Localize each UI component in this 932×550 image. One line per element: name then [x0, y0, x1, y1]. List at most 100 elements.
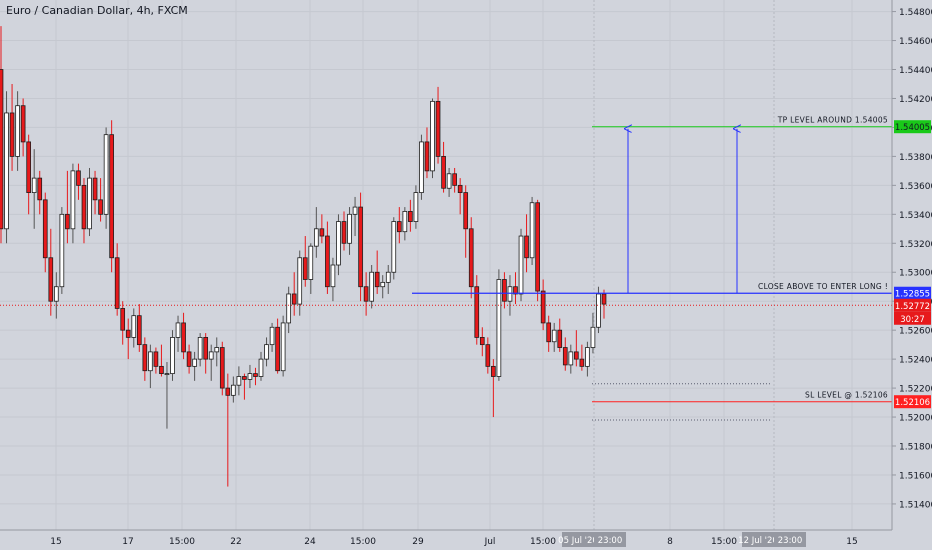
candle: [175, 315, 181, 352]
candle-body: [363, 286, 369, 302]
candle: [424, 127, 430, 179]
candle-body: [529, 202, 535, 259]
x-tick-label: 17: [122, 537, 133, 547]
price-tag-label: 1.52855: [895, 290, 930, 300]
candle-body: [280, 322, 286, 372]
candle: [15, 91, 20, 171]
candle: [225, 373, 231, 487]
candle-body: [297, 257, 303, 305]
candle-body: [352, 206, 358, 215]
candle: [596, 286, 601, 334]
candle-body: [208, 351, 214, 360]
candle-body: [153, 351, 159, 367]
y-tick-label: 1.54200: [899, 95, 932, 105]
candle-body: [291, 293, 297, 305]
candle-body: [513, 286, 518, 295]
candle: [114, 243, 120, 316]
candle: [529, 196, 535, 265]
x-tick-label: 15:00: [530, 537, 556, 547]
candle: [192, 351, 197, 381]
candle: [430, 98, 435, 179]
candle-body: [42, 199, 48, 259]
candle-body: [4, 112, 9, 230]
entry-annotation: CLOSE ABOVE TO ENTER LONG !: [758, 282, 888, 291]
candle-body: [468, 228, 474, 288]
candle-body: [164, 373, 170, 376]
candle: [164, 362, 170, 429]
y-tick-label: 1.52000: [899, 414, 932, 424]
y-tick-label: 1.54400: [899, 66, 932, 76]
candle-body: [535, 202, 540, 292]
y-tick-label: 1.53600: [899, 182, 932, 192]
candle-body: [551, 329, 557, 343]
candle-body: [247, 373, 253, 380]
candle-body: [114, 257, 120, 309]
candle-body: [435, 100, 441, 157]
candle: [568, 344, 574, 374]
candle: [236, 366, 242, 396]
candle-body: [159, 365, 164, 375]
candle: [59, 207, 65, 294]
candle-body: [579, 358, 585, 367]
candle: [336, 214, 341, 276]
price-tag-box: [894, 395, 931, 409]
chart-title: Euro / Canadian Dollar, 4h, FXCM: [6, 4, 188, 17]
candle-body: [103, 134, 109, 215]
candle: [419, 134, 424, 200]
candle: [341, 211, 347, 251]
candle-body: [402, 211, 408, 233]
candle: [242, 373, 247, 400]
candle-body: [264, 344, 269, 360]
candle-body: [507, 286, 513, 302]
candle: [468, 217, 474, 299]
y-tick-label: 1.52600: [899, 327, 932, 337]
candle-body: [26, 141, 31, 193]
candle-body: [225, 387, 231, 396]
candle: [496, 269, 502, 381]
candle: [103, 127, 109, 229]
candle: [579, 344, 585, 371]
candle: [452, 167, 457, 193]
candle: [26, 134, 31, 215]
price-tag-label: 1.52772: [895, 302, 930, 312]
candle: [120, 301, 126, 345]
candle-body: [214, 347, 220, 353]
y-tick-label: 1.54600: [899, 37, 932, 47]
candle-body: [596, 293, 601, 328]
candle-body: [374, 271, 380, 288]
candle-body: [242, 376, 247, 380]
candle: [214, 337, 220, 367]
candle: [53, 272, 59, 319]
candle-body: [562, 347, 568, 366]
candle: [551, 322, 557, 352]
candle-body: [231, 384, 236, 396]
candle-body: [170, 337, 175, 375]
candle: [131, 308, 137, 348]
candle-body: [369, 271, 374, 302]
candle: [125, 318, 131, 360]
candle-body: [308, 245, 314, 280]
candle-body: [557, 329, 563, 348]
candle: [435, 86, 441, 164]
candle: [408, 199, 413, 232]
y-tick-label: 1.53000: [899, 269, 932, 279]
candle-body: [253, 373, 258, 377]
x-tick-label: 8: [667, 537, 673, 547]
x-highlight-box: [742, 532, 774, 547]
candle: [385, 265, 391, 294]
candle: [280, 315, 286, 377]
candle: [352, 196, 358, 237]
price-tag-label: 30:27: [900, 315, 925, 325]
candle: [391, 217, 397, 280]
candle: [463, 185, 469, 258]
candle: [219, 341, 225, 396]
candle: [286, 286, 292, 334]
x-highlight-label: 12 Jul '20: [738, 536, 778, 546]
candle: [81, 178, 87, 244]
candle: [585, 341, 590, 377]
y-tick-label: 1.53800: [899, 153, 932, 163]
price-tag-box: [894, 298, 931, 312]
candle: [70, 163, 76, 244]
candle: [186, 344, 192, 374]
